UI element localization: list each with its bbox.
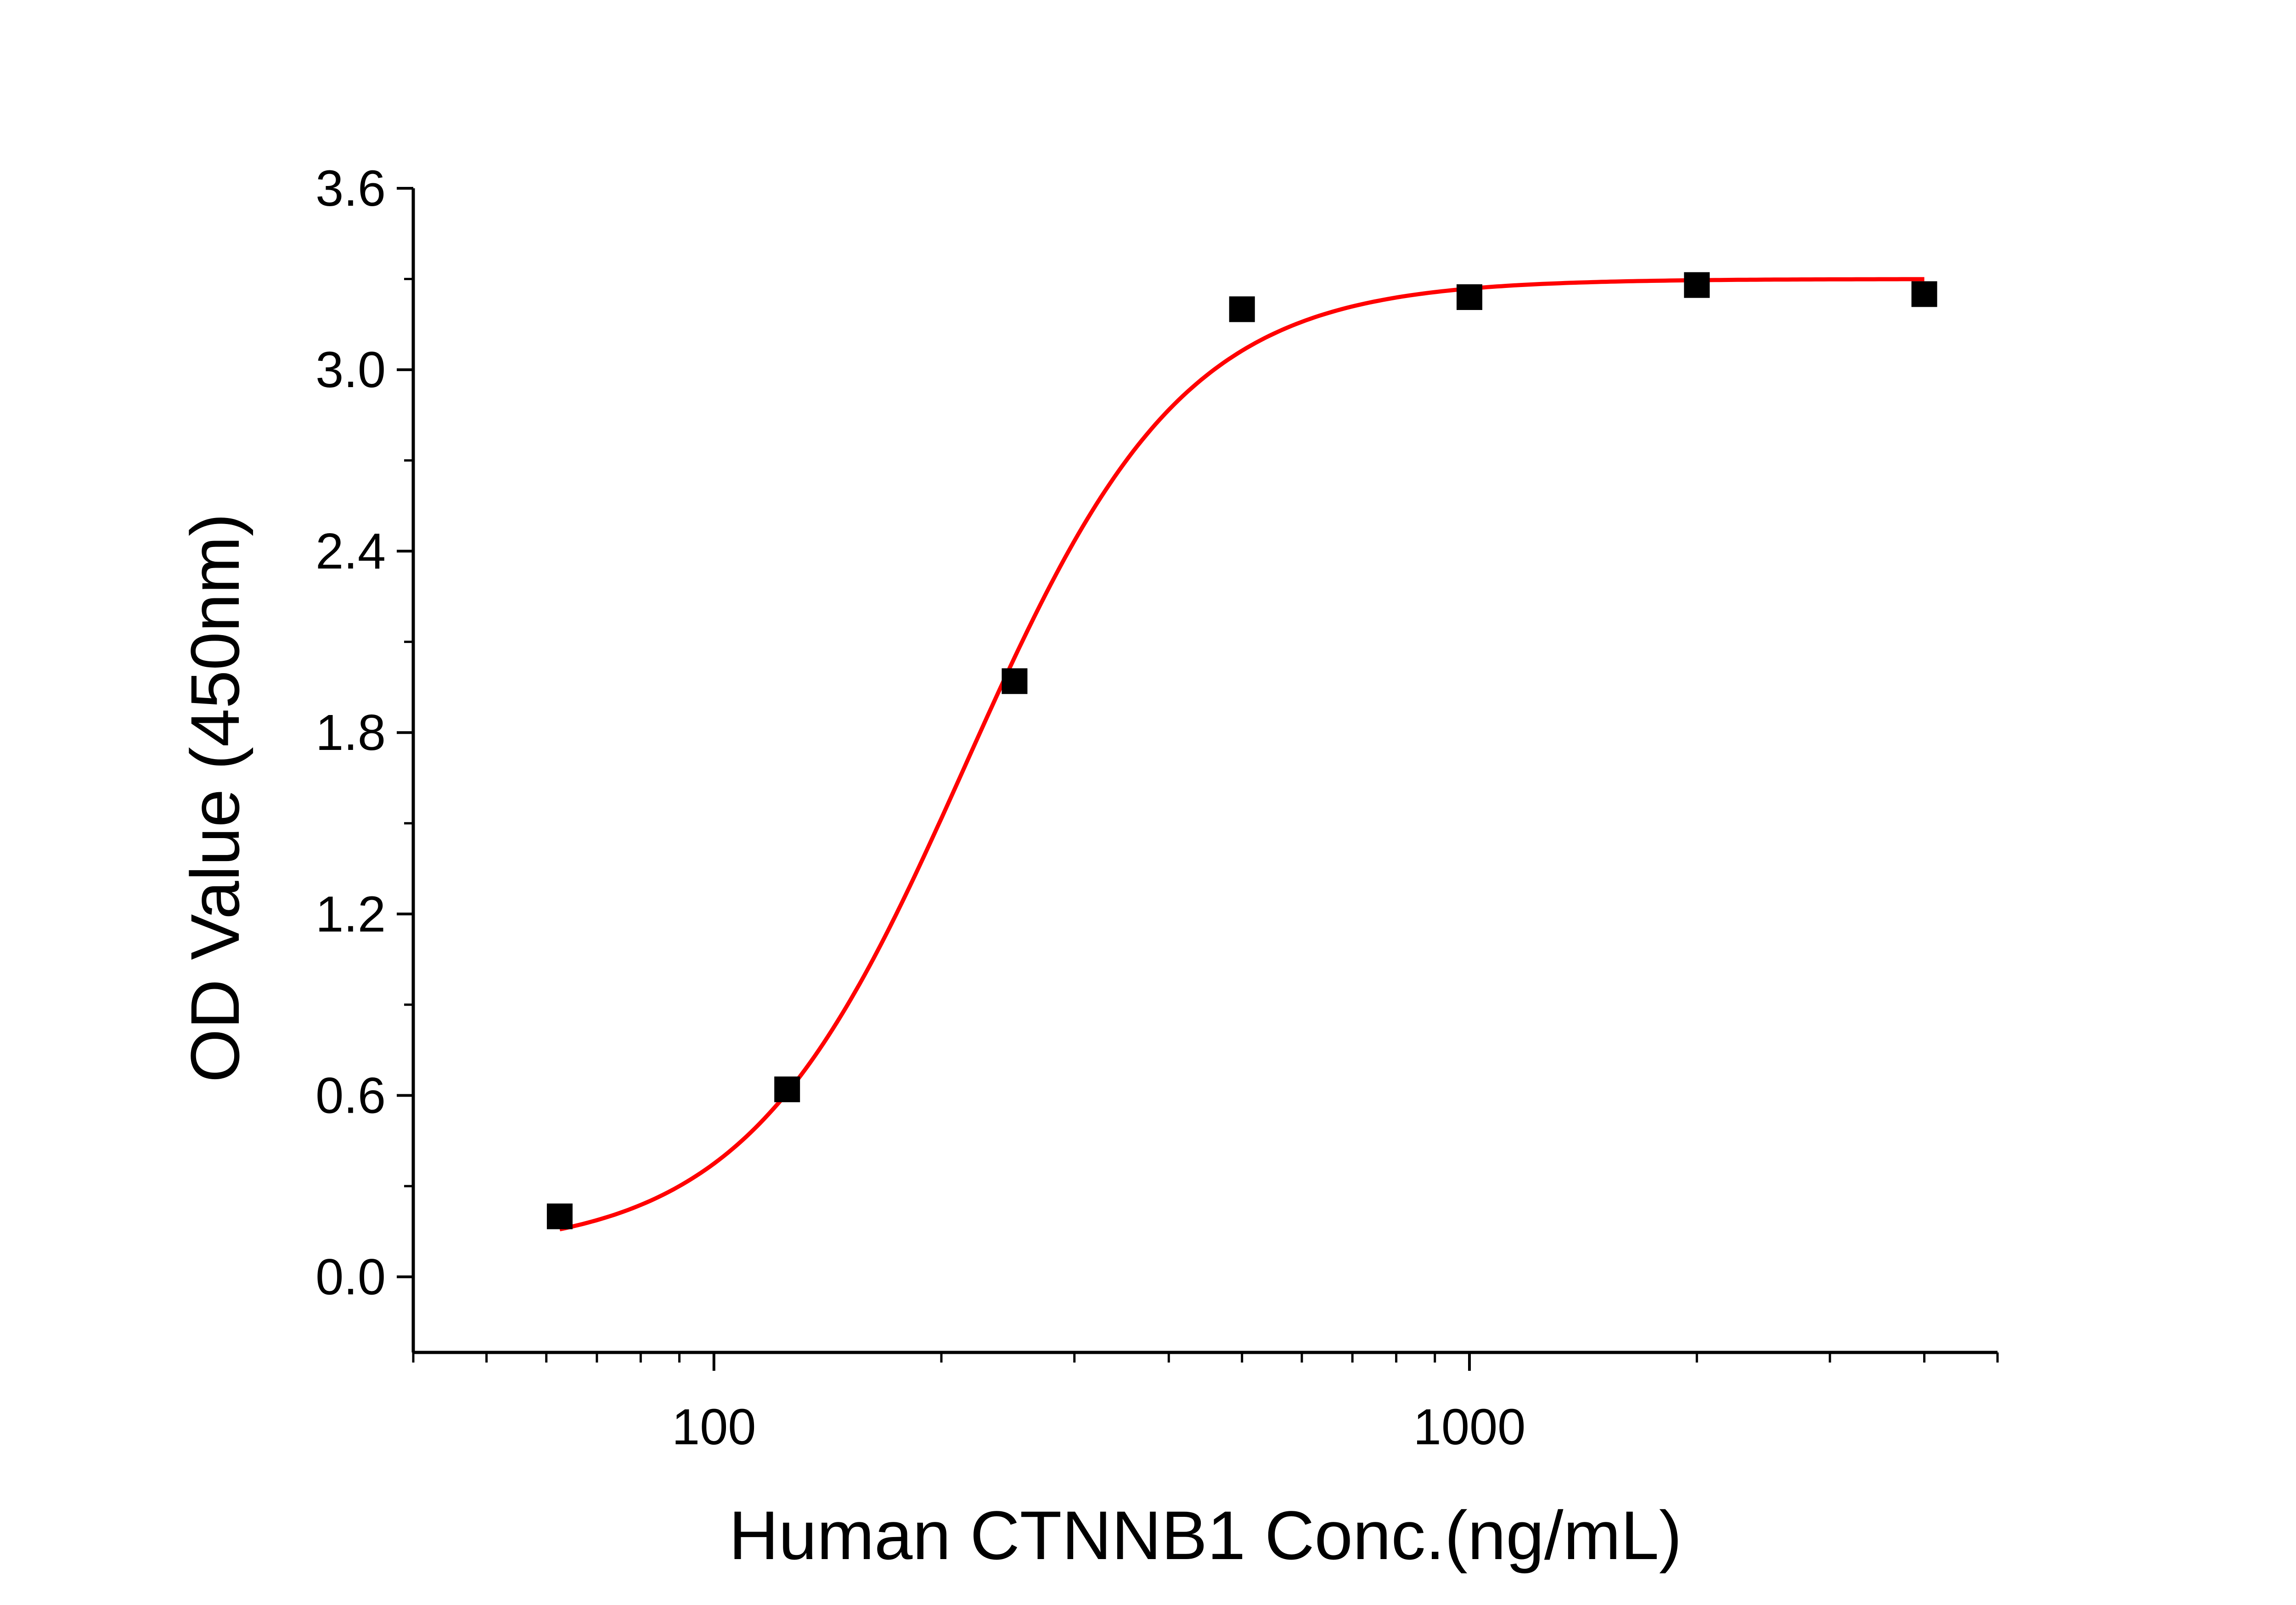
data-point — [1457, 284, 1482, 310]
data-point — [1911, 281, 1937, 307]
y-axis-title: OD Value (450nm) — [176, 513, 253, 1082]
x-tick-label: 100 — [672, 1399, 756, 1455]
data-point — [1002, 668, 1028, 694]
data-point — [1684, 272, 1710, 298]
y-tick-label: 2.4 — [315, 523, 386, 580]
y-tick-label: 0.6 — [315, 1067, 386, 1124]
y-tick-label: 0.0 — [315, 1249, 386, 1305]
y-tick-label: 1.2 — [315, 886, 386, 942]
axes: 0.0 0.6 1.2 1.8 2.4 3.0 3.6 100 1000 — [315, 160, 1999, 1455]
data-point — [1229, 296, 1255, 322]
y-tick-label: 3.6 — [315, 160, 386, 217]
x-axis-title: Human CTNNB1 Conc.(ng/mL) — [729, 1497, 1682, 1574]
data-point — [546, 1203, 573, 1229]
x-tick-label: 1000 — [1413, 1399, 1526, 1455]
data-point — [774, 1076, 800, 1103]
y-tick-label: 1.8 — [315, 704, 386, 761]
fit-curve-layer — [559, 277, 1925, 1232]
y-tick-label: 3.0 — [315, 342, 386, 398]
fit-curve-line — [559, 277, 1925, 1232]
data-points-layer — [546, 272, 1937, 1229]
